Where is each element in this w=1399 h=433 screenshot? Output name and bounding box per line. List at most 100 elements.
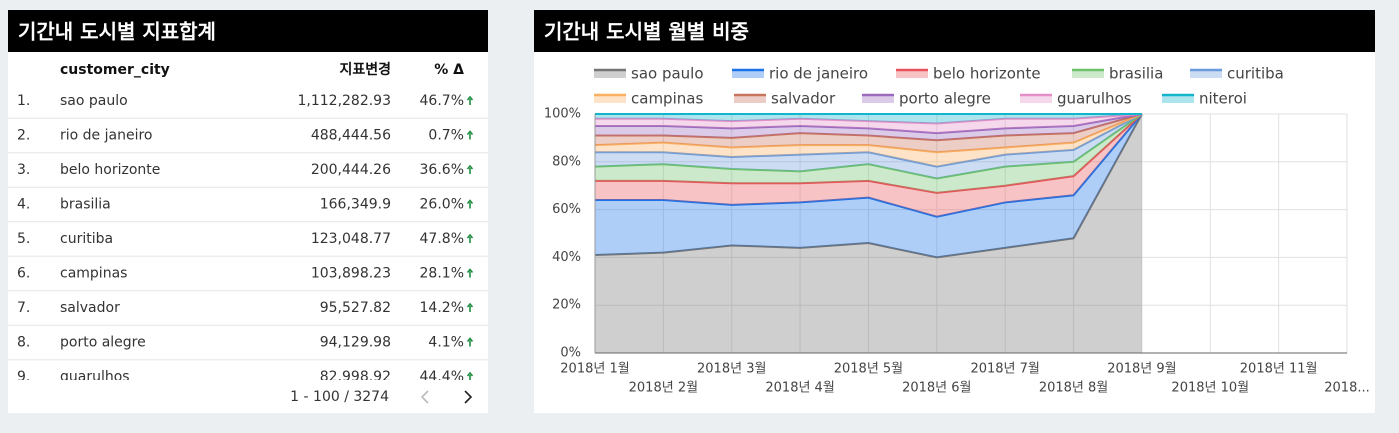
x-tick-label: 2018년 6월 — [902, 381, 971, 396]
legend-label: belo horizonte — [933, 65, 1041, 83]
metric: 200,444.26 — [311, 162, 391, 178]
change: 14.2% — [420, 300, 464, 316]
area — [595, 114, 1142, 134]
x-tick-label: 2018년 1월 — [560, 362, 629, 377]
area-line — [594, 113, 1143, 259]
change: 4.1% — [428, 335, 464, 351]
metric: 1,112,282.93 — [297, 93, 391, 109]
row-index: 3. — [17, 162, 30, 178]
metric: 95,527.82 — [320, 300, 391, 316]
row-index: 9. — [17, 369, 30, 385]
y-tick-label: 80% — [552, 154, 581, 169]
up-arrow — [466, 233, 474, 243]
legend-swatch — [732, 70, 764, 78]
table-panel — [8, 10, 488, 413]
change: 36.6% — [420, 162, 464, 178]
row-index: 6. — [17, 266, 30, 282]
city: porto alegre — [60, 335, 146, 351]
table-title: 기간내 도시별 지표합계 — [18, 20, 216, 44]
area — [595, 114, 1142, 193]
pagination: 1 - 100 / 3274 — [290, 389, 389, 405]
area — [595, 114, 1142, 353]
change: 28.1% — [420, 266, 464, 282]
up-arrow — [466, 371, 474, 380]
legend-label: rio de janeiro — [769, 65, 868, 83]
x-tick-label: 2018년 3월 — [697, 362, 766, 377]
next-page[interactable] — [464, 390, 473, 404]
chart-panel — [534, 10, 1375, 413]
change: 44.4% — [420, 369, 464, 385]
area-line — [595, 113, 1143, 142]
legend-swatch — [862, 95, 894, 103]
legend-swatch — [1162, 95, 1194, 103]
legend-swatch — [734, 95, 766, 103]
x-tick-label: 2018년 4월 — [765, 381, 834, 396]
row-index: 5. — [17, 231, 30, 247]
legend-label: sao paulo — [631, 65, 704, 83]
city: salvador — [60, 300, 120, 316]
row-index: 4. — [17, 197, 30, 213]
metric: 166,349.9 — [320, 197, 391, 213]
area — [595, 114, 1142, 179]
legend-label: campinas — [631, 90, 703, 108]
table-header-bar — [8, 10, 488, 52]
y-tick-label: 0% — [560, 346, 581, 361]
row-index: 7. — [17, 300, 30, 316]
area-line — [595, 113, 1143, 168]
city: campinas — [60, 266, 127, 282]
change: 46.7% — [420, 93, 464, 109]
legend-label: guarulhos — [1057, 90, 1132, 108]
legend-swatch — [1190, 70, 1222, 78]
table: customer_city 지표변경 % Δ 1. sao paulo 1,112,282… — [8, 61, 488, 385]
area — [595, 114, 1142, 141]
y-tick-label: 20% — [552, 298, 581, 313]
area-line — [595, 113, 1143, 135]
city: brasilia — [60, 197, 111, 213]
up-arrow — [466, 268, 474, 278]
x-tick-label: 2018년 11월 — [1240, 362, 1318, 377]
city: guarulhos — [60, 369, 130, 385]
city: curitiba — [60, 231, 113, 247]
up-arrow — [466, 337, 474, 347]
change: 26.0% — [420, 197, 464, 213]
up-arrow — [466, 199, 474, 209]
y-tick-label: 60% — [552, 202, 581, 217]
legend-label: brasilia — [1109, 65, 1163, 83]
metric: 94,129.98 — [320, 335, 391, 351]
x-tick-label: 2018년 7월 — [970, 362, 1039, 377]
area-line — [595, 113, 1142, 125]
area-line — [594, 113, 1143, 154]
change: 0.7% — [428, 128, 464, 144]
area-line — [595, 113, 1143, 194]
column-header: 지표변경 — [339, 61, 391, 78]
change: 47.8% — [420, 231, 464, 247]
legend-label: salvador — [771, 90, 836, 108]
area — [595, 114, 1142, 258]
area-line — [595, 113, 1143, 218]
legend-label: curitiba — [1227, 65, 1284, 83]
chart-header-bar — [534, 10, 1375, 52]
metric: 488,444.56 — [311, 128, 391, 144]
area — [595, 114, 1142, 217]
area — [595, 114, 1142, 153]
x-tick-label: 2018년 2월 — [629, 381, 698, 396]
up-arrow — [466, 164, 474, 174]
y-tick-label: 100% — [544, 107, 581, 122]
legend-swatch — [1020, 95, 1052, 103]
legend-swatch — [896, 70, 928, 78]
prev-page[interactable] — [420, 390, 429, 404]
metric: 103,898.23 — [311, 266, 391, 282]
metric: 82,998.92 — [320, 369, 391, 385]
x-tick-label: 2018년 9월 — [1107, 362, 1176, 377]
legend-label: porto alegre — [899, 90, 991, 108]
legend-swatch — [1072, 70, 1104, 78]
metric: 123,048.77 — [311, 231, 391, 247]
up-arrow — [466, 95, 474, 105]
column-header: % Δ — [434, 62, 464, 78]
row-index: 8. — [17, 335, 30, 351]
city: rio de janeiro — [60, 128, 152, 144]
legend-swatch — [594, 70, 626, 78]
x-tick-label: 2018년 10월 — [1171, 381, 1249, 396]
row-index: 1. — [17, 93, 30, 109]
x-tick-label: 2018... — [1324, 381, 1369, 396]
